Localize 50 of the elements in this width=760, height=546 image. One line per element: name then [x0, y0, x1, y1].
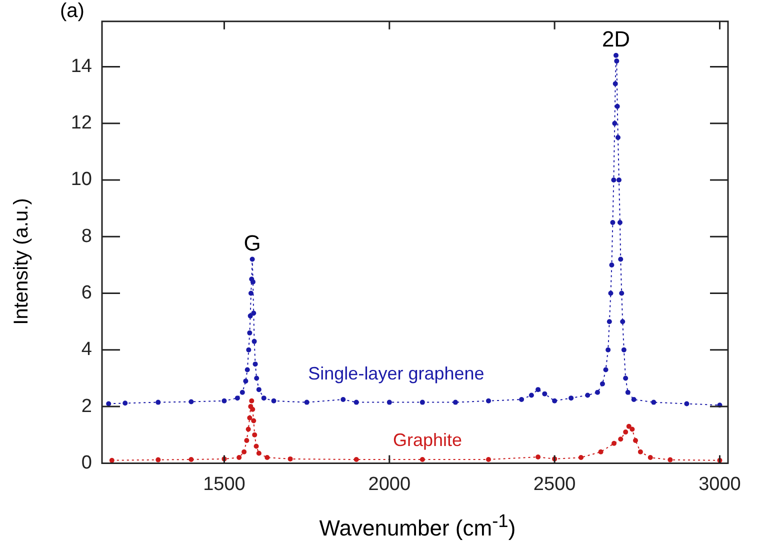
point: [249, 398, 254, 404]
point: [633, 438, 638, 444]
point: [578, 455, 584, 460]
point: [250, 406, 256, 412]
point: [242, 449, 247, 454]
point: [244, 438, 250, 444]
point: [354, 457, 359, 462]
x-tick-label: 3000: [698, 474, 741, 495]
point: [623, 430, 628, 435]
x-tick-label: 2000: [368, 474, 411, 495]
point: [648, 455, 653, 460]
point: [264, 455, 270, 460]
point: [109, 458, 114, 463]
point: [626, 424, 632, 429]
point: [668, 457, 673, 462]
series-label: Graphite: [392, 430, 462, 450]
point: [256, 450, 262, 456]
point: [251, 418, 256, 424]
series-label: Single-layer graphene: [308, 364, 484, 384]
point: [247, 415, 252, 420]
y-tick-label: 4: [81, 339, 92, 360]
point: [612, 440, 617, 446]
y-tick-label: 10: [70, 169, 92, 190]
point: [420, 457, 425, 462]
point: [630, 426, 635, 432]
x-tick-label: 2500: [533, 474, 576, 495]
x-tick-label: 1500: [203, 474, 246, 495]
y-tick-label: 0: [81, 452, 92, 474]
point: [486, 457, 491, 462]
point: [246, 426, 251, 432]
y-tick-label: 8: [81, 226, 92, 247]
point: [236, 455, 242, 460]
text: (a): [60, 0, 84, 23]
annotation: G: [244, 230, 261, 256]
point: [254, 444, 259, 449]
annotation: 2D: [602, 26, 630, 52]
point: [156, 457, 161, 462]
point: [638, 449, 643, 454]
y-tick-label: 2: [81, 396, 92, 417]
point: [288, 456, 293, 462]
y-tick-label: 14: [70, 56, 92, 77]
point: [536, 454, 541, 460]
point: [188, 457, 194, 462]
x-axis-title: Wavenumber (cm$^{-1}$): [318, 510, 517, 542]
point: [252, 432, 258, 438]
y-axis-title: Intensity (a.u.): [10, 197, 34, 327]
point: [598, 449, 604, 454]
point: [618, 436, 624, 442]
y-tick-label: 12: [70, 112, 92, 134]
y-tick-label: 6: [81, 282, 92, 304]
